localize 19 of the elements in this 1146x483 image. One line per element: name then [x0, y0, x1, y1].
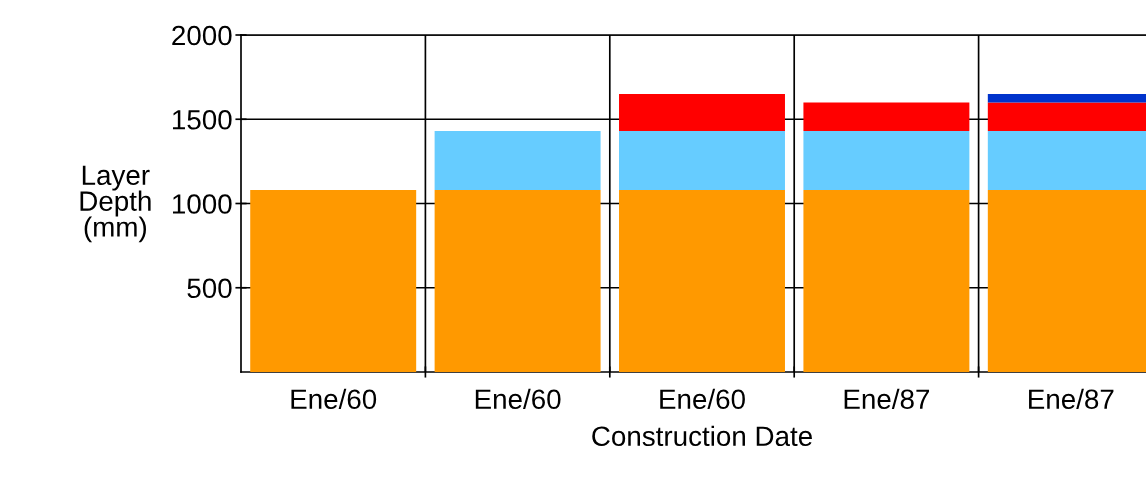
- x-tick-label: Ene/87: [1029, 388, 1114, 410]
- bar: [619, 131, 785, 191]
- bar: [619, 190, 785, 372]
- bar: [619, 93, 785, 132]
- bar: [434, 131, 601, 191]
- bar: [434, 190, 601, 372]
- y-tick-label: 1000: [173, 194, 232, 214]
- x-axis-title: Construction Date: [592, 425, 812, 447]
- y-tick-label: 500: [187, 278, 232, 299]
- x-tick-label: Ene/60: [660, 388, 745, 410]
- bar: [250, 190, 417, 372]
- y-tick-label: 2000: [172, 25, 232, 46]
- x-tick-label: Ene/60: [291, 388, 377, 410]
- x-tick-label: Ene/87: [844, 388, 930, 410]
- bar: [803, 131, 970, 191]
- bar: [803, 102, 970, 132]
- x-tick-label: Ene/60: [475, 388, 561, 410]
- y-tick-label: 1500: [173, 109, 232, 130]
- y-axis-title: Layer Depth (mm): [80, 165, 151, 243]
